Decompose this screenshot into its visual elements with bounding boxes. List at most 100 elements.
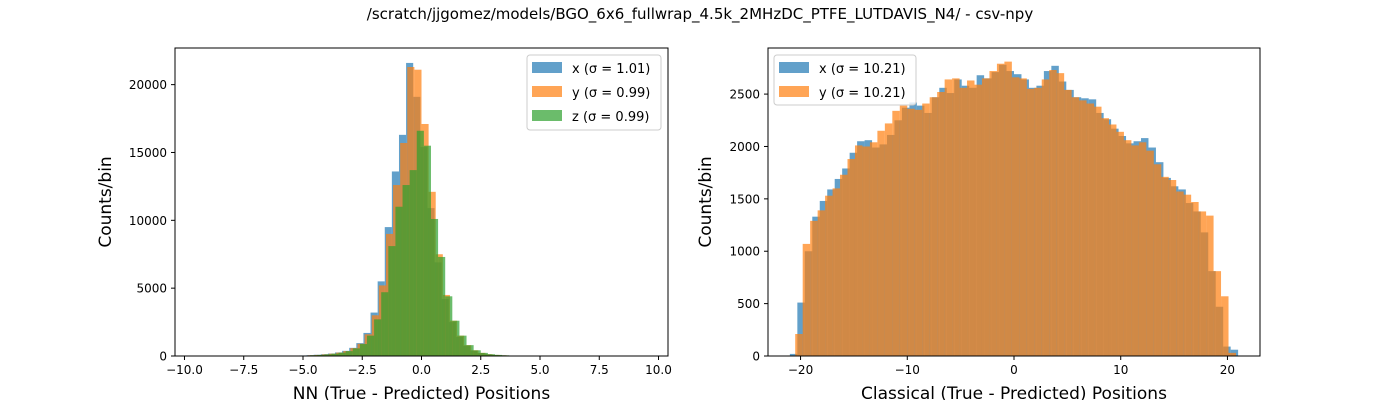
nn-bar-z-17 (409, 170, 417, 356)
nn-legend-label-x: x (σ = 1.01) (572, 62, 650, 77)
classical-bar-y-28 (996, 63, 1005, 357)
classical-bar-y-42 (1101, 118, 1109, 356)
nn-bar-z-25 (466, 345, 474, 356)
classical-bar-y-51 (1168, 180, 1177, 356)
nn-histogram-legend: x (σ = 1.01) y (σ = 0.99) z (σ = 0.99) (526, 54, 662, 131)
nn-legend-swatch-y (532, 86, 562, 97)
classical-bar-y-22 (952, 78, 960, 356)
classical-bar-y-39 (1079, 100, 1087, 356)
classical-bar-y-46 (1131, 145, 1139, 356)
classical-xtick-label-0: −20 (788, 363, 813, 377)
classical-bar-y-43 (1108, 124, 1117, 356)
nn-ytick-label-0: 0 (159, 350, 167, 364)
classical-bar-y-17 (914, 109, 923, 356)
nn-bar-z-12 (374, 319, 382, 356)
nn-bar-z-14 (388, 246, 396, 356)
nn-bar-z-16 (402, 185, 410, 356)
classical-ytick-label-0: 0 (752, 350, 760, 364)
classical-bar-y-59 (1228, 352, 1236, 356)
classical-bar-y-58 (1221, 296, 1229, 356)
nn-bar-z-10 (359, 344, 367, 356)
classical-histogram-xlabel: Classical (True - Predicted) Positions (861, 384, 1167, 400)
nn-bar-z-5 (324, 354, 332, 356)
classical-histogram-ticks: −20 −10 0 10 20 0 500 1000 1500 2000 2500 (729, 88, 1235, 377)
classical-bar-y-45 (1123, 140, 1132, 356)
nn-bar-z-24 (459, 335, 467, 356)
nn-xtick-label-3: −2.5 (348, 363, 377, 377)
classical-legend-swatch-y (779, 86, 809, 97)
classical-bar-y-40 (1086, 103, 1095, 357)
classical-bar-y-33 (1034, 87, 1042, 356)
nn-xtick-label-7: 7.5 (590, 363, 609, 377)
classical-bar-y-2 (802, 243, 811, 356)
nn-histogram-ylabel: Counts/bin (96, 156, 116, 247)
classical-bar-y-27 (989, 71, 997, 357)
nn-bar-z-19 (423, 145, 431, 356)
classical-bar-y-37 (1064, 89, 1072, 357)
nn-ytick-label-1: 5000 (136, 282, 167, 296)
nn-bar-z-4 (317, 354, 325, 356)
classical-bar-y-50 (1161, 176, 1169, 356)
classical-ytick-label-4: 2000 (729, 140, 760, 154)
classical-bar-y-24 (967, 80, 975, 356)
nn-xtick-label-5: 2.5 (471, 363, 490, 377)
classical-bar-y-4 (817, 210, 826, 356)
classical-bar-y-19 (929, 97, 938, 357)
nn-legend-label-z: z (σ = 0.99) (572, 110, 649, 125)
nn-histogram-xlabel: NN (True - Predicted) Positions (293, 384, 551, 400)
nn-histogram-ticks: −10.0 −7.5 −5.0 −2.5 0.0 2.5 5.0 7.5 10.0 0 5000 10… (129, 78, 672, 377)
classical-xtick-label-3: 10 (1113, 363, 1128, 377)
nn-bar-z-6 (331, 353, 339, 356)
classical-bar-y-6 (832, 188, 841, 356)
nn-ytick-label-4: 20000 (129, 78, 167, 92)
nn-bar-z-28 (487, 354, 495, 356)
classical-bar-y-11 (869, 142, 878, 356)
classical-histogram-ylabel: Counts/bin (696, 156, 716, 247)
classical-ytick-label-3: 1500 (729, 192, 760, 206)
nn-bar-z-18 (416, 130, 424, 356)
classical-bar-y-25 (974, 84, 982, 357)
classical-legend-label-y: y (σ = 10.21) (819, 86, 906, 101)
classical-bar-y-32 (1026, 88, 1035, 357)
nn-histogram-bars (285, 62, 552, 357)
classical-bar-y-21 (944, 79, 953, 357)
nn-xtick-label-0: −10.0 (166, 363, 203, 377)
nn-xtick-label-4: 0.0 (412, 363, 431, 377)
classical-bar-y-18 (922, 103, 930, 357)
classical-ytick-label-1: 500 (737, 297, 760, 311)
nn-legend-swatch-z (532, 110, 562, 121)
classical-bar-y-23 (959, 87, 968, 356)
nn-xtick-label-6: 5.0 (530, 363, 549, 377)
classical-bar-y-30 (1011, 77, 1020, 356)
classical-bar-y-35 (1049, 70, 1057, 356)
classical-legend-box (773, 54, 917, 106)
classical-bar-y-53 (1183, 194, 1192, 356)
nn-ytick-label-2: 10000 (129, 214, 167, 228)
classical-bar-y-31 (1019, 78, 1027, 356)
classical-bar-y-5 (825, 195, 833, 356)
nn-bar-z-8 (345, 351, 353, 356)
classical-legend-swatch-x (779, 62, 809, 73)
classical-histogram-legend: x (σ = 10.21) y (σ = 10.21) (773, 54, 917, 106)
nn-bar-z-21 (438, 256, 446, 356)
classical-bar-y-49 (1153, 164, 1162, 356)
classical-bar-x-59 (1230, 349, 1239, 356)
classical-bar-y-44 (1116, 131, 1124, 356)
classical-bar-y-55 (1198, 211, 1207, 356)
classical-ytick-label-2: 1000 (729, 245, 760, 259)
classical-bar-y-48 (1146, 150, 1154, 356)
classical-xtick-label-4: 20 (1220, 363, 1235, 377)
classical-xtick-label-1: −10 (895, 363, 920, 377)
nn-xtick-label-2: −5.0 (288, 363, 317, 377)
classical-bar-y-7 (840, 174, 848, 356)
classical-histogram-panel: −20 −10 0 10 20 0 500 1000 1500 2000 2500 Classica… (696, 47, 1261, 400)
classical-xtick-label-2: 0 (1010, 363, 1018, 377)
classical-bar-y-10 (862, 146, 870, 356)
classical-histogram-bars (787, 61, 1239, 357)
classical-bar-y-29 (1004, 61, 1012, 357)
classical-bar-y-34 (1041, 79, 1050, 357)
classical-bar-y-57 (1213, 271, 1222, 356)
classical-bar-y-12 (877, 130, 885, 356)
classical-bar-x-1 (797, 302, 805, 356)
